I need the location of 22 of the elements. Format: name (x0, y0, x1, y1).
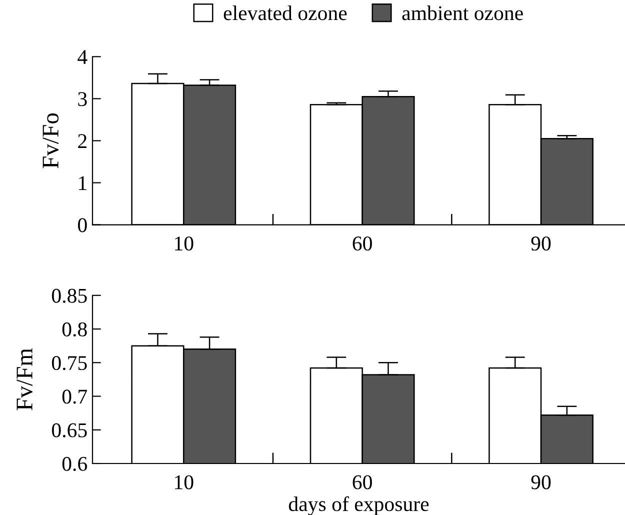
y-tick-label: 3 (78, 92, 87, 106)
y-tick-label: 0 (78, 218, 87, 232)
y-tick-label: 1 (79, 176, 86, 190)
x-tick-label: 10 (175, 236, 194, 251)
x-tick-label: 60 (352, 475, 372, 490)
x-axis-title: days of exposure (288, 496, 429, 515)
legend-label: elevated ozone (224, 6, 347, 20)
y-axis-title: Fv/Fo (42, 113, 59, 168)
y-tick-label: 0.75 (52, 356, 87, 370)
legend-label: ambient ozone (402, 6, 523, 20)
x-tick-label: 60 (352, 236, 372, 251)
y-tick-label: 0.65 (52, 423, 87, 438)
y-tick-label: 0.7 (62, 390, 88, 404)
x-tick-label: 10 (175, 475, 194, 490)
y-tick-label: 4 (78, 50, 88, 64)
y-tick-label: 0.8 (62, 322, 87, 337)
y-tick-label: 0.6 (62, 456, 88, 472)
y-tick-label: 0.85 (52, 288, 87, 303)
x-tick-label: 90 (531, 475, 551, 490)
y-axis-title: Fv/Fm (16, 348, 32, 410)
y-tick-label: 2 (78, 134, 86, 148)
x-tick-label: 90 (531, 236, 551, 251)
